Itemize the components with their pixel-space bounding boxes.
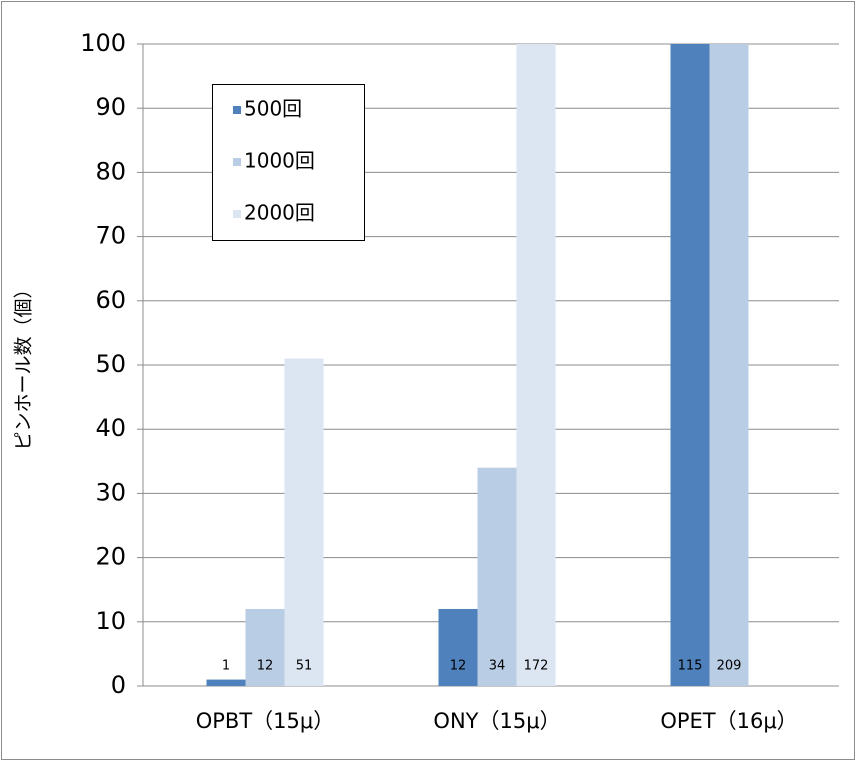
labels: 0 10 20 30 40 50 60 70 80 90 100 OPBT（15μ） 1 12 51 ONY（… [80, 29, 798, 733]
data-label: 51 [296, 659, 313, 674]
bar [670, 44, 710, 686]
y-tick-label: 100 [80, 29, 126, 57]
legend: 500回 1000回 2000回 [233, 97, 315, 225]
bar [709, 44, 749, 686]
x-tick-label: ONY（15μ） [433, 709, 560, 733]
x-tick-label: OPBT（15μ） [196, 709, 335, 733]
y-tick-label: 80 [95, 157, 126, 185]
legend-swatch [233, 158, 241, 166]
data-label: 12 [257, 659, 274, 674]
y-tick-label: 30 [95, 478, 126, 506]
y-tick-label: 0 [111, 671, 126, 699]
bar [477, 467, 517, 686]
legend-label: 2000回 [244, 201, 315, 225]
legend-label: 1000回 [244, 149, 315, 173]
y-tick-label: 40 [95, 414, 126, 442]
y-tick-label: 20 [95, 543, 126, 571]
bar [284, 358, 324, 686]
data-label: 1 [222, 659, 230, 674]
bar [245, 608, 285, 686]
data-label: 115 [678, 659, 703, 674]
legend-swatch [233, 210, 241, 218]
y-tick-label: 60 [95, 286, 126, 314]
y-axis-label: ピンホール数（個） [13, 279, 35, 450]
bar [438, 608, 478, 686]
data-label: 172 [524, 659, 549, 674]
legend-label: 500回 [244, 97, 302, 121]
y-tick-label: 10 [95, 607, 126, 635]
bar [206, 679, 246, 686]
data-label: 209 [717, 659, 742, 674]
bar [516, 44, 556, 686]
y-tick-label: 70 [95, 222, 126, 250]
x-tick-label: OPET（16μ） [660, 709, 797, 733]
data-label: 34 [489, 659, 506, 674]
bars [206, 44, 749, 686]
legend-swatch [233, 106, 241, 114]
data-label: 12 [450, 659, 467, 674]
y-tick-label: 50 [95, 350, 126, 378]
y-tick-label: 90 [95, 93, 126, 121]
